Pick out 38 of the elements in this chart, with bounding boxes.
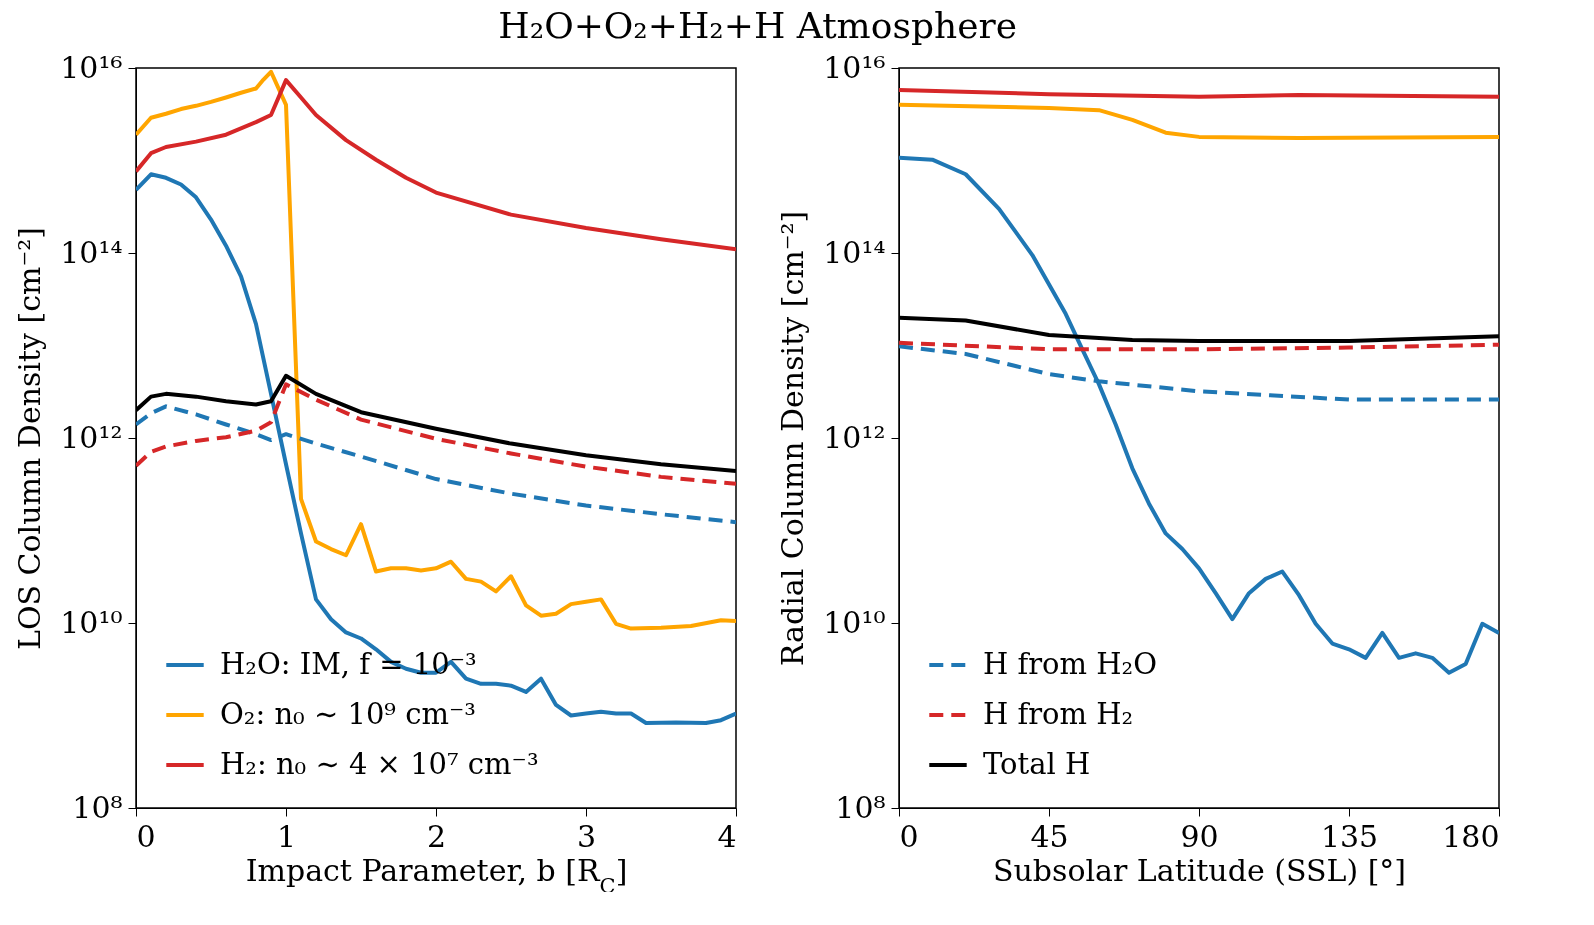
y-tick-label: 10¹⁴ xyxy=(823,234,886,270)
y-tick-label: 10¹⁰ xyxy=(60,604,123,640)
x-tick-label: 4 xyxy=(717,818,737,854)
y-tick-label: 10¹² xyxy=(823,419,886,455)
line-series xyxy=(899,87,1499,99)
x-tick-label: 1 xyxy=(276,818,297,854)
x-tick-label: 180 xyxy=(1442,818,1500,854)
x-tick-label: 2 xyxy=(426,818,447,854)
chart-title: H₂O+O₂+H₂+H Atmosphere xyxy=(498,5,1017,47)
line-series xyxy=(136,78,736,252)
y-axis-title: Radial Column Density [cm⁻²] xyxy=(775,210,811,667)
legend-label: Total H xyxy=(983,747,1091,781)
y-tick-label: 10¹² xyxy=(60,419,123,455)
x-axis-title: Impact Parameter, b [R$_{C}$] xyxy=(245,852,628,898)
line-series xyxy=(136,172,736,725)
line-series xyxy=(899,155,1499,675)
y-tick-label: 10¹⁰ xyxy=(823,604,886,640)
x-axis-title: Subsolar Latitude (SSL) [°] xyxy=(992,852,1407,888)
x-tick-label: 45 xyxy=(1030,818,1069,854)
legend-label: H₂: n₀ ∼ 4 × 10⁷ cm⁻³ xyxy=(220,747,539,781)
line-series xyxy=(136,382,736,486)
y-tick-label: 10⁸ xyxy=(72,789,123,825)
line-series xyxy=(899,340,1499,352)
y-tick-label: 10¹⁴ xyxy=(60,234,123,270)
x-tick-label: 0 xyxy=(136,818,156,854)
x-tick-label: 3 xyxy=(576,818,597,854)
y-tick-label: 10⁸ xyxy=(835,789,886,825)
line-series xyxy=(899,102,1499,141)
y-axis-title: LOS Column Density [cm⁻²] xyxy=(12,226,48,651)
y-tick-label: 10¹⁶ xyxy=(823,49,886,85)
legend-label: H from H₂O xyxy=(983,647,1157,681)
line-series xyxy=(136,69,736,631)
x-tick-label: 0 xyxy=(899,818,919,854)
y-tick-label: 10¹⁶ xyxy=(60,49,123,85)
x-tick-label: 135 xyxy=(1320,818,1379,854)
legend-label: O₂: n₀ ∼ 10⁹ cm⁻³ xyxy=(220,697,476,731)
legend-label: H from H₂ xyxy=(983,697,1134,731)
x-tick-label: 90 xyxy=(1180,818,1219,854)
